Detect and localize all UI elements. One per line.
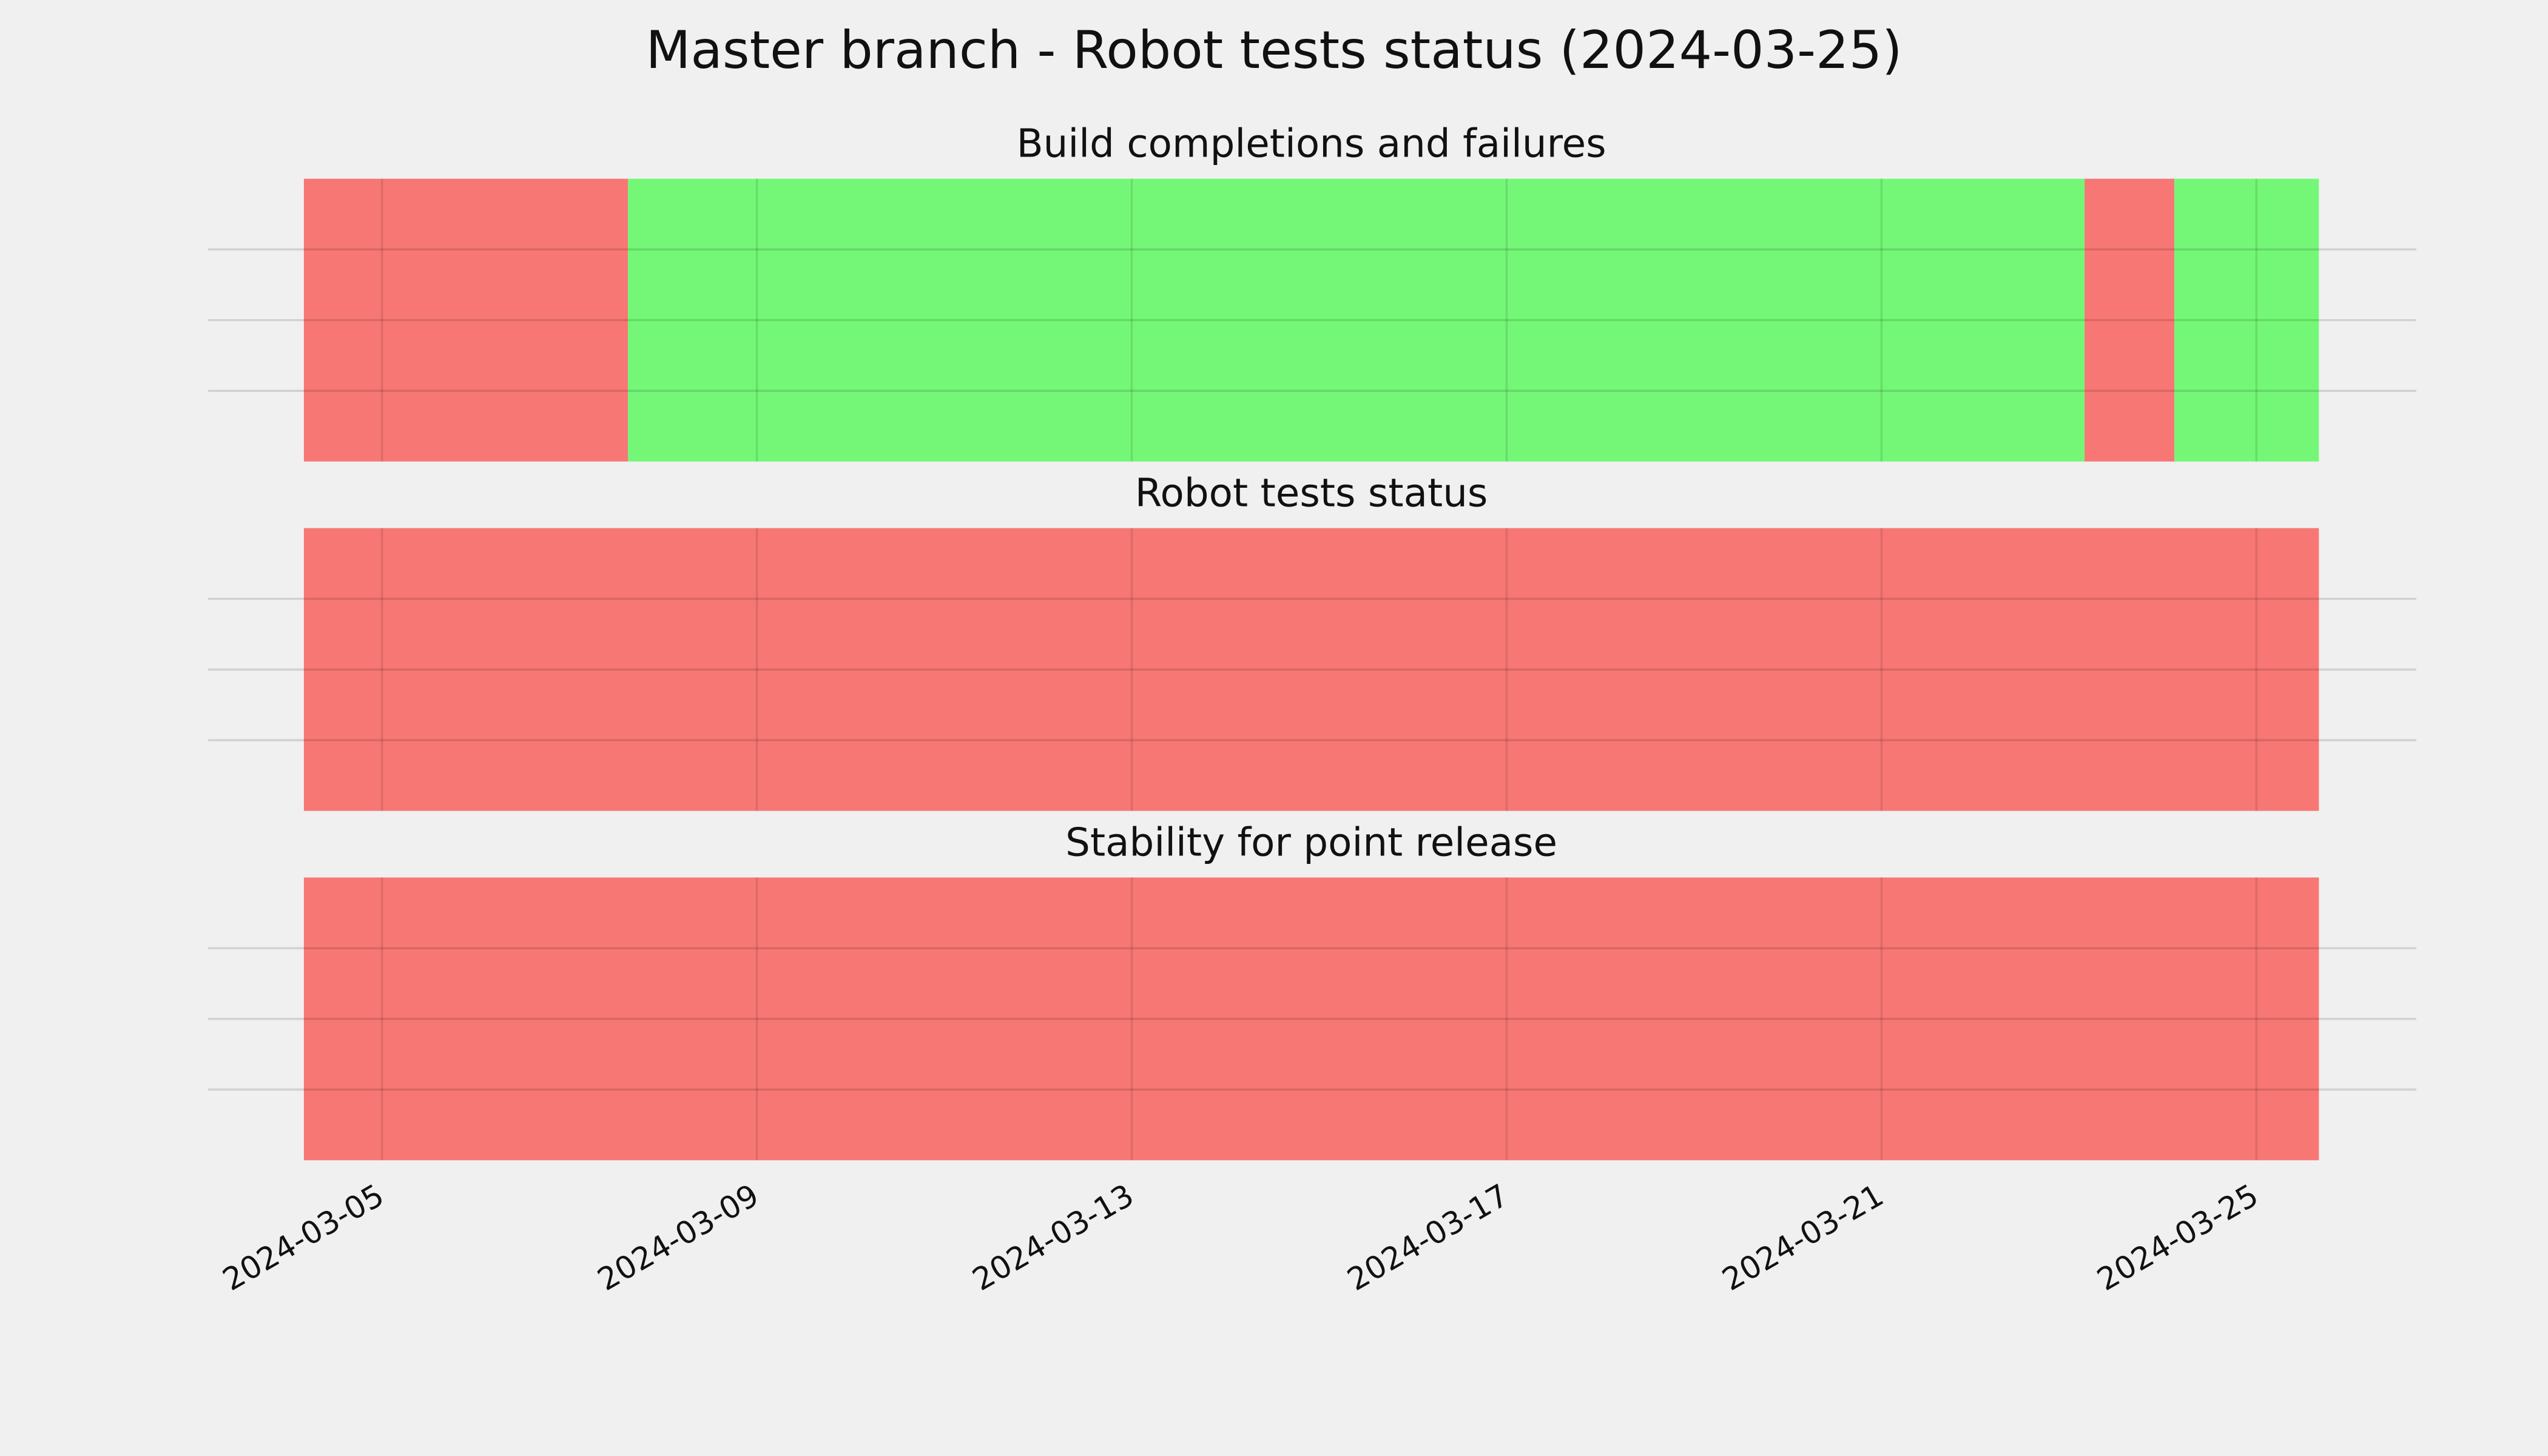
status-span (303, 528, 2319, 811)
chart-title: Master branch - Robot tests status (2024… (645, 20, 1902, 81)
status-span (2085, 178, 2175, 462)
status-span (303, 178, 629, 462)
panel-title: Stability for point release (1065, 820, 1557, 865)
panel-title: Robot tests status (1135, 471, 1488, 516)
status-span (2174, 178, 2319, 462)
panel-title: Build completions and failures (1017, 121, 1606, 167)
status-span (628, 178, 2085, 462)
status-span (303, 877, 2319, 1161)
